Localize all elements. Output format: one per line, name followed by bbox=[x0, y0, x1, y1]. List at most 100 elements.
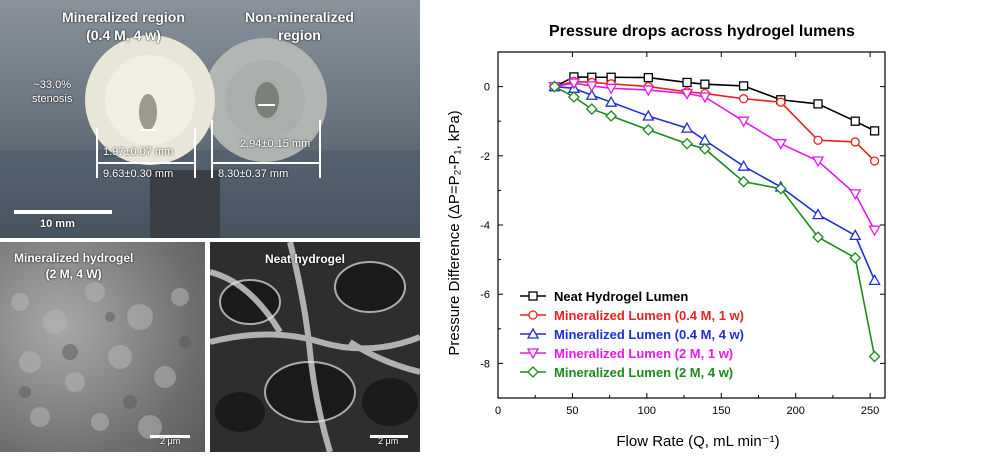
data-point bbox=[849, 189, 862, 201]
legend-entry: Mineralized Lumen (2 M, 1 w) bbox=[520, 346, 733, 361]
data-point bbox=[737, 175, 750, 188]
y-tick-label: -6 bbox=[480, 289, 490, 301]
y-tick-label: -8 bbox=[480, 358, 490, 370]
legend-marker bbox=[528, 291, 538, 301]
legend-label: Neat Hydrogel Lumen bbox=[554, 289, 688, 304]
legend-marker bbox=[526, 327, 540, 339]
y-tick-label: -4 bbox=[480, 220, 490, 232]
x-tick-label: 100 bbox=[638, 405, 656, 417]
data-point bbox=[643, 72, 653, 83]
series-2 bbox=[549, 76, 880, 166]
data-point bbox=[738, 94, 749, 104]
data-point bbox=[774, 182, 787, 195]
photo-scale-label: 10 mm bbox=[40, 218, 75, 230]
chart-series bbox=[548, 72, 881, 363]
data-point bbox=[850, 116, 860, 126]
data-point bbox=[605, 110, 618, 122]
series-line bbox=[554, 80, 876, 162]
data-point bbox=[567, 78, 581, 90]
data-point bbox=[680, 88, 694, 100]
hydrogel-photo-drawing bbox=[0, 35, 420, 238]
inner-diameter-right-label: 2.94±0.15 mm bbox=[240, 138, 311, 150]
stenosis-label: ~33.0% stenosis bbox=[32, 79, 73, 105]
data-point bbox=[698, 92, 712, 104]
legend-marker bbox=[528, 310, 538, 320]
data-point bbox=[869, 156, 880, 166]
chart-axes: 0 50 100 150 200 250 0 -2 -4 -6 -8 bbox=[480, 51, 886, 417]
data-point bbox=[585, 81, 598, 93]
series-line bbox=[554, 85, 876, 281]
data-point bbox=[682, 77, 692, 88]
mineralized-region-label: Mineralized region (0.4 M, 4 w) bbox=[62, 9, 185, 43]
sem-neat-texture bbox=[210, 242, 420, 452]
x-tick-label: 200 bbox=[787, 405, 805, 417]
data-point bbox=[774, 139, 787, 151]
data-point bbox=[642, 109, 655, 121]
data-point bbox=[813, 99, 823, 109]
data-point bbox=[680, 121, 694, 133]
mineralized-lumen bbox=[139, 94, 157, 130]
data-point bbox=[642, 123, 655, 136]
data-point bbox=[737, 159, 750, 171]
legend-entry: Mineralized Lumen (2 M, 4 w) bbox=[520, 365, 733, 380]
data-point bbox=[776, 97, 786, 107]
data-point bbox=[585, 103, 598, 116]
data-point bbox=[850, 137, 860, 147]
data-point bbox=[698, 142, 711, 155]
pressure-drop-chart: Pressure drops across hydrogel lumens 0 5… bbox=[446, 23, 886, 450]
data-point bbox=[868, 350, 881, 363]
data-point bbox=[849, 251, 862, 264]
legend-label: Mineralized Lumen (0.4 M, 1 w) bbox=[554, 308, 744, 323]
data-point bbox=[811, 156, 825, 168]
y-tick-label: 0 bbox=[484, 82, 490, 94]
outer-diameter-left-label: 9.63±0.30 mm bbox=[103, 168, 174, 180]
photo-scale-bar bbox=[14, 210, 112, 214]
hydrogel-photo-panel: Mineralized region (0.4 M, 4 w) Non-mine… bbox=[0, 0, 420, 238]
x-tick-label: 250 bbox=[861, 405, 879, 417]
inner-diameter-left-label: 1.97±0.07 mm bbox=[103, 146, 174, 158]
data-point bbox=[737, 116, 750, 128]
sem-neat-scale: 2 μm bbox=[378, 436, 399, 446]
data-point bbox=[868, 274, 881, 286]
legend-entry: Mineralized Lumen (0.4 M, 1 w) bbox=[520, 308, 744, 323]
data-point bbox=[548, 80, 561, 93]
data-point bbox=[605, 83, 618, 95]
sem-neat-title: Neat hydrogel bbox=[265, 252, 346, 266]
x-tick-label: 0 bbox=[495, 405, 501, 417]
legend-label: Mineralized Lumen (2 M, 4 w) bbox=[554, 365, 733, 380]
data-point bbox=[849, 229, 862, 241]
series-5 bbox=[548, 80, 881, 363]
x-tick-label: 150 bbox=[712, 405, 730, 417]
legend-marker bbox=[526, 348, 540, 360]
data-point bbox=[698, 133, 712, 145]
y-tick-label: -2 bbox=[480, 151, 490, 163]
chart-legend: Neat Hydrogel Lumen Mineralized Lumen (0.… bbox=[520, 289, 744, 380]
non-mineralized-lumen bbox=[255, 82, 279, 118]
sem-neat-panel: Neat hydrogel 2 μm bbox=[210, 242, 420, 452]
non-mineralized-region-label: Non-mineralized region bbox=[245, 9, 354, 43]
y-axis-label: Pressure Difference (ΔP=P₂-P₁, kPa) bbox=[446, 110, 463, 355]
data-point bbox=[738, 81, 749, 91]
x-axis-label: Flow Rate (Q, mL min⁻¹) bbox=[616, 433, 779, 450]
data-point bbox=[642, 85, 655, 97]
sem-mineralized-texture bbox=[11, 282, 191, 439]
data-point bbox=[700, 79, 710, 89]
chart-title: Pressure drops across hydrogel lumens bbox=[549, 23, 855, 40]
data-point bbox=[585, 88, 598, 100]
series-4 bbox=[548, 78, 881, 237]
data-point bbox=[567, 91, 580, 103]
sem-mineralized-panel: Mineralized hydrogel (2 M, 4 W) 2 μm bbox=[0, 242, 205, 452]
data-point bbox=[868, 225, 881, 237]
outer-diameter-right-label: 8.30±0.37 mm bbox=[218, 168, 289, 180]
data-point bbox=[812, 231, 824, 244]
legend-label: Mineralized Lumen (2 M, 1 w) bbox=[554, 346, 733, 361]
legend-entry: Mineralized Lumen (0.4 M, 4 w) bbox=[520, 327, 744, 342]
data-point bbox=[605, 95, 618, 107]
sem-mineralized-title: Mineralized hydrogel (2 M, 4 W) bbox=[14, 251, 134, 281]
x-tick-label: 50 bbox=[566, 405, 578, 417]
legend-marker bbox=[527, 366, 539, 378]
sem-mineralized-scale: 2 μm bbox=[160, 436, 181, 446]
data-point bbox=[813, 135, 823, 145]
data-point bbox=[681, 137, 693, 150]
legend-entry: Neat Hydrogel Lumen bbox=[520, 289, 688, 304]
